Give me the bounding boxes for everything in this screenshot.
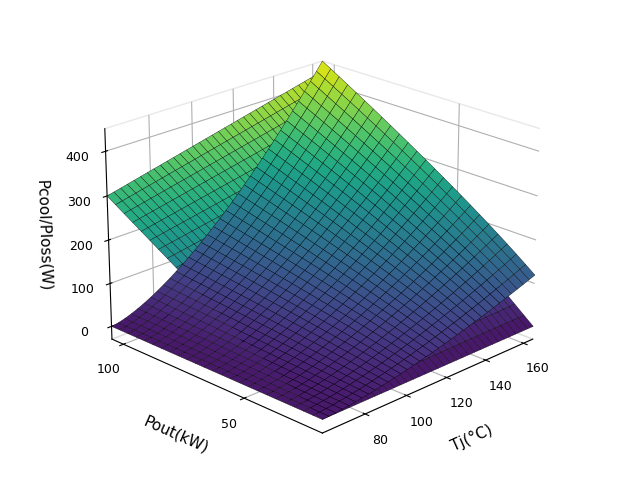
Y-axis label: Pout(kW): Pout(kW) — [141, 413, 210, 455]
X-axis label: Tj(°C): Tj(°C) — [448, 423, 494, 454]
